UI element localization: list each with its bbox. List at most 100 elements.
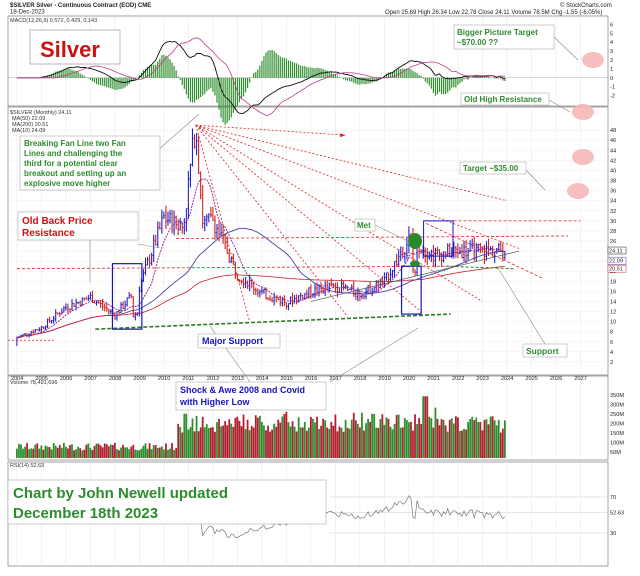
volume-bar [189, 427, 192, 458]
x-tick-label: 2011 [182, 376, 194, 382]
volume-bar [314, 422, 316, 458]
volume-bar [501, 428, 504, 458]
volume-bar [493, 420, 496, 458]
volume-bar [322, 418, 325, 458]
volume-bar [71, 444, 73, 458]
volume-bar [201, 416, 204, 458]
volume-bar [195, 415, 198, 458]
volume-bar [442, 420, 445, 458]
volume-bar [405, 419, 408, 458]
volume-bar [30, 448, 33, 458]
shock-2008-box [111, 263, 143, 330]
volume-bar [60, 447, 63, 458]
rsi-y-tick: 30 [610, 531, 616, 537]
chart-ohlc: Open 25.69 High 26.34 Low 22.78 Close 24… [385, 10, 602, 16]
volume-bar [116, 449, 118, 458]
volume-bar [444, 425, 447, 458]
volume-bar [350, 419, 353, 458]
volume-bar [126, 447, 129, 458]
volume-bar [138, 450, 141, 458]
volume-bar [87, 443, 90, 458]
volume-bar [475, 417, 478, 458]
volume-bar [154, 445, 157, 458]
volume-bar [497, 419, 500, 458]
major-support-box [197, 333, 281, 349]
met-box [354, 218, 376, 232]
shock-awe-note: Shock & Awe 2008 and Covid with Higher Lo… [179, 385, 305, 407]
volume-bar [54, 445, 57, 458]
volume-bar [177, 423, 180, 458]
x-tick-label: 2014 [256, 376, 268, 382]
volume-bar [199, 427, 202, 458]
macd-y-tick: 4 [610, 40, 613, 46]
x-tick-label: 2005 [35, 376, 47, 382]
macd-series [8, 37, 608, 125]
volume-bar [165, 443, 167, 458]
volume-bar [167, 449, 169, 458]
volume-bar [459, 430, 461, 458]
volume-bar [375, 427, 378, 458]
x-tick-label: 2024 [501, 376, 513, 382]
volume-bar [481, 430, 484, 458]
fan-line [195, 124, 507, 202]
price-y-tick: 12 [610, 310, 616, 316]
old-back-price-box [17, 211, 139, 241]
volume-bar [373, 413, 376, 458]
volume-bar [36, 443, 39, 458]
volume-bar [101, 447, 104, 458]
volume-bar [169, 448, 171, 458]
target35-box [459, 161, 527, 175]
volume-bar [352, 412, 355, 458]
x-tick-label: 2022 [452, 376, 464, 382]
volume-bar [254, 415, 257, 458]
rsi-y-tick: 70 [610, 495, 616, 501]
x-tick-label: 2021 [427, 376, 439, 382]
volume-bar [142, 445, 145, 458]
volume-bar [495, 425, 498, 458]
volume-bar [207, 427, 210, 458]
volume-bar [62, 442, 65, 458]
volume-bar [422, 396, 425, 458]
volume-bar [93, 445, 96, 458]
covid-2020-box [400, 265, 422, 315]
volume-bar [111, 444, 114, 458]
volume-bar [222, 425, 225, 458]
fan-line [195, 125, 251, 322]
volume-bar [79, 448, 82, 458]
volume-bar [399, 427, 402, 458]
shock-awe-box [175, 381, 327, 411]
volume-bar [307, 427, 310, 458]
volume-bar [144, 443, 147, 458]
volume-bar [38, 448, 41, 458]
volume-bar [238, 420, 241, 458]
volume-bar [491, 416, 494, 458]
bigger-target-box [453, 24, 555, 50]
volume-bar [107, 446, 110, 458]
axis-labels: 2004 2005 2006 2007 2008 2009 2010 2011 2012 2013… [11, 22, 627, 537]
volume-bar [44, 445, 47, 458]
support-note: Support [526, 346, 559, 356]
price-tag-box [607, 246, 627, 255]
price-y-tick: 18 [610, 279, 616, 285]
volume-series [16, 396, 506, 458]
volume-bar [316, 416, 318, 458]
volume-bar [236, 416, 239, 458]
target35-note: Target ~$35.00 [463, 164, 519, 173]
volume-bar [391, 429, 394, 458]
target35-pointer [525, 169, 546, 191]
price-legend-ma50: MA(50) 22.09 [12, 116, 45, 122]
volume-bar [436, 418, 439, 458]
volume-bar [324, 420, 327, 458]
volume-y-tick: 100M [610, 441, 624, 447]
x-tick-label: 2026 [550, 376, 562, 382]
volume-bar [503, 420, 506, 458]
volume-bar [434, 407, 437, 458]
x-tick-label: 2009 [133, 376, 145, 382]
volume-bar [389, 426, 392, 458]
x-tick-label: 2012 [207, 376, 219, 382]
macd-signal-line [16, 37, 505, 116]
volume-bar [479, 422, 482, 458]
support-pointer [497, 267, 546, 345]
volume-bar [473, 420, 476, 458]
